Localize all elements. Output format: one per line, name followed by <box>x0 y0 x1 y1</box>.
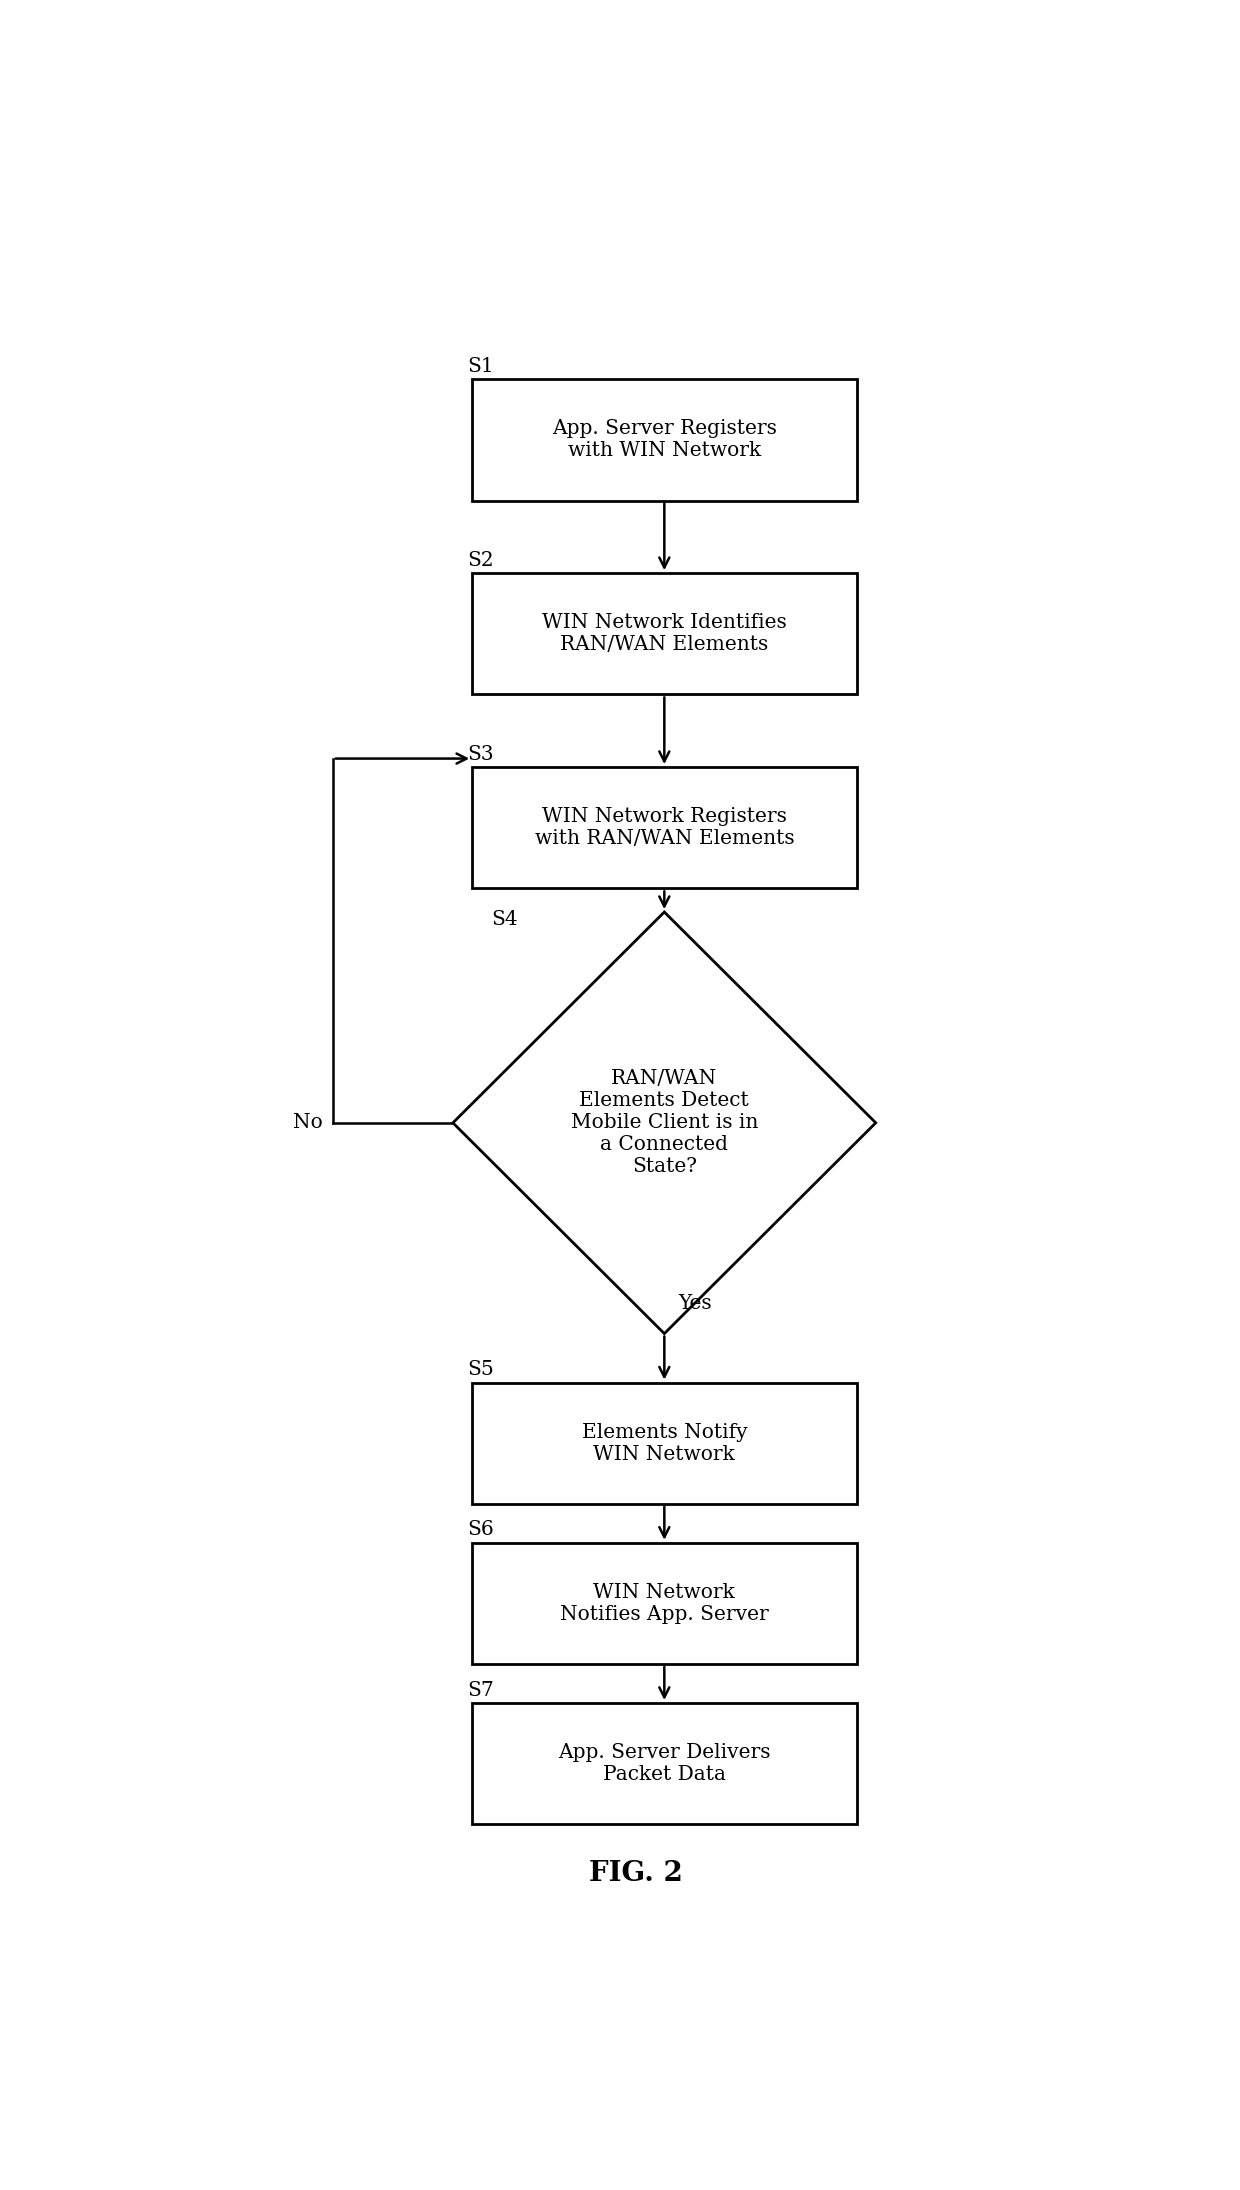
FancyBboxPatch shape <box>472 1542 857 1664</box>
Text: S2: S2 <box>467 550 494 569</box>
Text: S3: S3 <box>467 745 494 764</box>
Text: App. Server Registers
with WIN Network: App. Server Registers with WIN Network <box>552 418 776 460</box>
Polygon shape <box>453 911 875 1334</box>
Text: Yes: Yes <box>678 1294 712 1314</box>
Text: RAN/WAN
Elements Detect
Mobile Client is in
a Connected
State?: RAN/WAN Elements Detect Mobile Client is… <box>570 1069 758 1176</box>
Text: S1: S1 <box>467 357 494 377</box>
FancyBboxPatch shape <box>472 379 857 502</box>
Text: S6: S6 <box>467 1520 494 1540</box>
Text: WIN Network Registers
with RAN/WAN Elements: WIN Network Registers with RAN/WAN Eleme… <box>534 808 794 848</box>
Text: Elements Notify
WIN Network: Elements Notify WIN Network <box>582 1424 748 1463</box>
FancyBboxPatch shape <box>472 574 857 694</box>
Text: S4: S4 <box>491 909 518 929</box>
FancyBboxPatch shape <box>472 766 857 889</box>
FancyBboxPatch shape <box>472 1382 857 1505</box>
Text: WIN Network Identifies
RAN/WAN Elements: WIN Network Identifies RAN/WAN Elements <box>542 613 786 655</box>
Text: App. Server Delivers
Packet Data: App. Server Delivers Packet Data <box>558 1743 770 1785</box>
Text: FIG. 2: FIG. 2 <box>589 1859 682 1888</box>
FancyBboxPatch shape <box>472 1704 857 1824</box>
Text: S5: S5 <box>467 1360 494 1380</box>
Text: S7: S7 <box>467 1680 494 1699</box>
Text: No: No <box>294 1113 324 1132</box>
Text: WIN Network
Notifies App. Server: WIN Network Notifies App. Server <box>560 1583 769 1625</box>
